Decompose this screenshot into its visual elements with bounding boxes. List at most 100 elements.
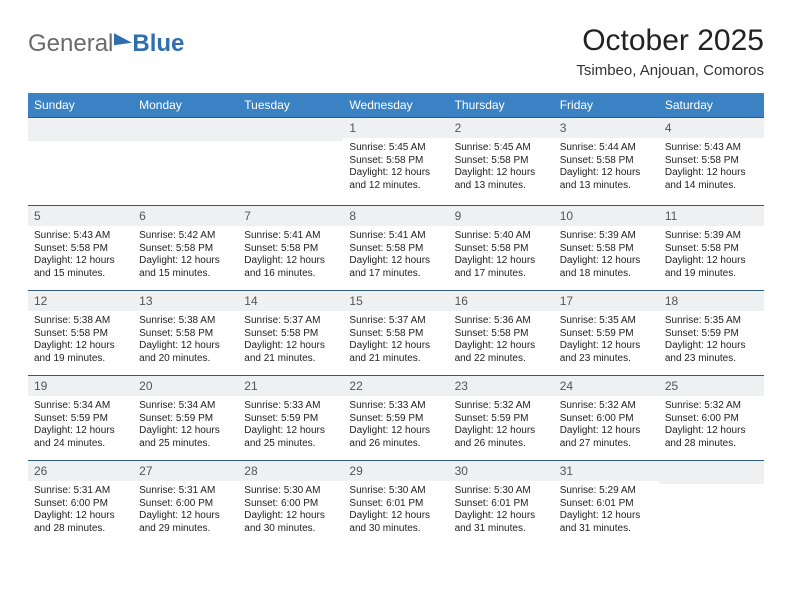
sunrise-text: Sunrise: 5:40 AM [455,230,548,243]
day-number: 31 [554,461,659,481]
calendar-cell: 5Sunrise: 5:43 AMSunset: 5:58 PMDaylight… [28,206,133,291]
day-number: 25 [659,376,764,396]
sunset-text: Sunset: 5:59 PM [34,413,127,426]
calendar-cell: 10Sunrise: 5:39 AMSunset: 5:58 PMDayligh… [554,206,659,291]
daylight-text: Daylight: 12 hours and 17 minutes. [455,255,548,280]
sunset-text: Sunset: 5:59 PM [244,413,337,426]
calendar-cell: 19Sunrise: 5:34 AMSunset: 5:59 PMDayligh… [28,376,133,461]
sunset-text: Sunset: 6:01 PM [349,498,442,511]
sunrise-text: Sunrise: 5:32 AM [455,400,548,413]
brand-part2: Blue [132,30,184,58]
calendar-cell: 3Sunrise: 5:44 AMSunset: 5:58 PMDaylight… [554,118,659,206]
cell-body: Sunrise: 5:35 AMSunset: 5:59 PMDaylight:… [554,311,659,375]
calendar-cell: 27Sunrise: 5:31 AMSunset: 6:00 PMDayligh… [133,461,238,549]
sunset-text: Sunset: 6:00 PM [139,498,232,511]
day-number [659,461,764,484]
sunrise-text: Sunrise: 5:38 AM [34,315,127,328]
cell-body: Sunrise: 5:32 AMSunset: 6:00 PMDaylight:… [659,396,764,460]
sunrise-text: Sunrise: 5:43 AM [665,142,758,155]
sunrise-text: Sunrise: 5:34 AM [34,400,127,413]
daylight-text: Daylight: 12 hours and 21 minutes. [244,340,337,365]
daylight-text: Daylight: 12 hours and 15 minutes. [139,255,232,280]
cell-body: Sunrise: 5:33 AMSunset: 5:59 PMDaylight:… [343,396,448,460]
daylight-text: Daylight: 12 hours and 23 minutes. [560,340,653,365]
sunset-text: Sunset: 5:58 PM [560,155,653,168]
day-header: Friday [554,93,659,118]
calendar-row: 12Sunrise: 5:38 AMSunset: 5:58 PMDayligh… [28,291,764,376]
day-number: 11 [659,206,764,226]
calendar-cell: 8Sunrise: 5:41 AMSunset: 5:58 PMDaylight… [343,206,448,291]
sunset-text: Sunset: 6:01 PM [455,498,548,511]
sunset-text: Sunset: 5:58 PM [34,328,127,341]
day-number: 30 [449,461,554,481]
cell-body: Sunrise: 5:32 AMSunset: 6:00 PMDaylight:… [554,396,659,460]
sunrise-text: Sunrise: 5:44 AM [560,142,653,155]
sunrise-text: Sunrise: 5:35 AM [560,315,653,328]
sunset-text: Sunset: 5:59 PM [560,328,653,341]
sunrise-text: Sunrise: 5:30 AM [244,485,337,498]
day-number: 18 [659,291,764,311]
daylight-text: Daylight: 12 hours and 20 minutes. [139,340,232,365]
day-number: 17 [554,291,659,311]
calendar-cell: 26Sunrise: 5:31 AMSunset: 6:00 PMDayligh… [28,461,133,549]
daylight-text: Daylight: 12 hours and 30 minutes. [244,510,337,535]
cell-body: Sunrise: 5:33 AMSunset: 5:59 PMDaylight:… [238,396,343,460]
sunset-text: Sunset: 5:58 PM [244,328,337,341]
cell-body [28,141,133,205]
daylight-text: Daylight: 12 hours and 31 minutes. [455,510,548,535]
daylight-text: Daylight: 12 hours and 29 minutes. [139,510,232,535]
day-header: Sunday [28,93,133,118]
cell-body: Sunrise: 5:31 AMSunset: 6:00 PMDaylight:… [133,481,238,545]
sunset-text: Sunset: 5:59 PM [139,413,232,426]
calendar-table: SundayMondayTuesdayWednesdayThursdayFrid… [28,93,764,548]
daylight-text: Daylight: 12 hours and 13 minutes. [455,167,548,192]
calendar-cell: 22Sunrise: 5:33 AMSunset: 5:59 PMDayligh… [343,376,448,461]
sunrise-text: Sunrise: 5:30 AM [349,485,442,498]
calendar-body: 1Sunrise: 5:45 AMSunset: 5:58 PMDaylight… [28,118,764,549]
sunrise-text: Sunrise: 5:39 AM [665,230,758,243]
sunset-text: Sunset: 5:59 PM [455,413,548,426]
daylight-text: Daylight: 12 hours and 14 minutes. [665,167,758,192]
cell-body: Sunrise: 5:44 AMSunset: 5:58 PMDaylight:… [554,138,659,202]
day-header: Saturday [659,93,764,118]
cell-body: Sunrise: 5:42 AMSunset: 5:58 PMDaylight:… [133,226,238,290]
calendar-cell: 23Sunrise: 5:32 AMSunset: 5:59 PMDayligh… [449,376,554,461]
brand-triangle-icon [114,31,132,46]
cell-body: Sunrise: 5:38 AMSunset: 5:58 PMDaylight:… [133,311,238,375]
day-number: 29 [343,461,448,481]
day-number: 7 [238,206,343,226]
cell-body: Sunrise: 5:29 AMSunset: 6:01 PMDaylight:… [554,481,659,545]
calendar-cell: 20Sunrise: 5:34 AMSunset: 5:59 PMDayligh… [133,376,238,461]
calendar-row: 26Sunrise: 5:31 AMSunset: 6:00 PMDayligh… [28,461,764,549]
calendar-cell: 17Sunrise: 5:35 AMSunset: 5:59 PMDayligh… [554,291,659,376]
calendar-cell: 18Sunrise: 5:35 AMSunset: 5:59 PMDayligh… [659,291,764,376]
day-header: Thursday [449,93,554,118]
day-number: 13 [133,291,238,311]
day-number: 3 [554,118,659,138]
sunrise-text: Sunrise: 5:37 AM [349,315,442,328]
day-number: 2 [449,118,554,138]
day-number [28,118,133,141]
sunrise-text: Sunrise: 5:31 AM [34,485,127,498]
daylight-text: Daylight: 12 hours and 25 minutes. [244,425,337,450]
day-number: 5 [28,206,133,226]
cell-body: Sunrise: 5:41 AMSunset: 5:58 PMDaylight:… [343,226,448,290]
sunset-text: Sunset: 5:58 PM [455,243,548,256]
page: General Blue October 2025 Tsimbeo, Anjou… [0,0,792,612]
sunrise-text: Sunrise: 5:33 AM [349,400,442,413]
calendar-cell: 24Sunrise: 5:32 AMSunset: 6:00 PMDayligh… [554,376,659,461]
day-number: 26 [28,461,133,481]
sunset-text: Sunset: 6:00 PM [244,498,337,511]
daylight-text: Daylight: 12 hours and 27 minutes. [560,425,653,450]
calendar-cell: 6Sunrise: 5:42 AMSunset: 5:58 PMDaylight… [133,206,238,291]
calendar-cell: 12Sunrise: 5:38 AMSunset: 5:58 PMDayligh… [28,291,133,376]
calendar-cell: 16Sunrise: 5:36 AMSunset: 5:58 PMDayligh… [449,291,554,376]
day-number: 22 [343,376,448,396]
sunset-text: Sunset: 6:00 PM [560,413,653,426]
day-number: 1 [343,118,448,138]
sunrise-text: Sunrise: 5:29 AM [560,485,653,498]
daylight-text: Daylight: 12 hours and 19 minutes. [34,340,127,365]
cell-body: Sunrise: 5:30 AMSunset: 6:01 PMDaylight:… [343,481,448,545]
brand-part1: General [28,30,113,58]
day-header: Wednesday [343,93,448,118]
